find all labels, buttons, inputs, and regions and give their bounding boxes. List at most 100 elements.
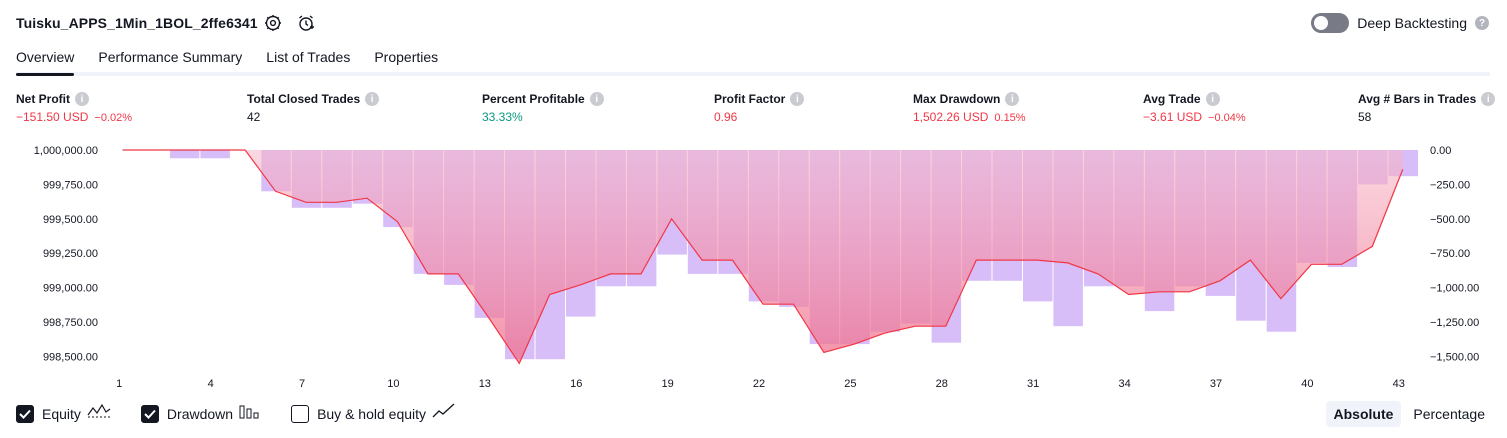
x-axis-tick: 25 [844, 378, 856, 390]
stat-percent-profitable: Percent Profitable i 33.33% [482, 92, 604, 124]
alarm-clock-icon[interactable] [295, 12, 317, 34]
legend-label: Equity [42, 405, 81, 422]
right-axis-tick: −1,000.00 [1430, 283, 1479, 295]
legend-buy-hold-equity[interactable]: Buy & hold equity [291, 403, 456, 424]
x-axis-tick: 28 [936, 378, 948, 390]
buy-hold-checkbox[interactable] [291, 404, 310, 423]
legend-equity[interactable]: Equity [16, 403, 111, 424]
drawdown-checkbox[interactable] [140, 404, 159, 423]
info-icon[interactable]: i [1205, 92, 1220, 106]
right-axis-tick: −500.00 [1430, 214, 1470, 226]
stat-percent: −0.02% [94, 112, 133, 124]
stat-label: Max Drawdown [913, 92, 1001, 106]
legend-label: Buy & hold equity [317, 405, 427, 422]
left-axis-tick: 1,000,000.00 [34, 145, 98, 157]
x-axis-tick: 1 [116, 378, 122, 390]
stat-value: 1,502.26 USD [913, 110, 989, 124]
stat-label: Percent Profitable [482, 92, 585, 106]
gear-icon[interactable] [262, 12, 284, 34]
stat-label: Net Profit [16, 92, 70, 106]
stat-value: 0.96 [714, 110, 738, 124]
bar-chart-icon [239, 403, 261, 424]
tab-properties[interactable]: Properties [374, 49, 439, 65]
chart-legend: Equity Drawdown Buy & hold equity [16, 403, 486, 424]
left-axis-tick: 999,500.00 [43, 214, 98, 226]
x-axis-tick: 22 [753, 378, 765, 390]
summary-stats: Net Profit i −151.50 USD −0.02% Total Clos… [0, 92, 1507, 132]
report-header: Tuisku_APPS_1Min_1BOL_2ffe6341 Deep Back… [0, 0, 1507, 46]
info-icon[interactable]: i [1005, 92, 1020, 106]
toggle-knob [1314, 16, 1329, 30]
tab-overview[interactable]: Overview [16, 46, 75, 76]
stat-label: Avg Trade [1143, 92, 1201, 106]
equity-line [123, 149, 1404, 365]
info-icon[interactable]: i [75, 92, 89, 106]
x-axis-tick: 43 [1393, 378, 1405, 390]
legend-drawdown[interactable]: Drawdown [140, 403, 261, 424]
stat-label: Total Closed Trades [247, 92, 361, 106]
right-axis-tick: −750.00 [1430, 248, 1470, 260]
deep-backtesting-toggle[interactable] [1311, 13, 1350, 33]
x-axis-tick: 37 [1210, 378, 1222, 390]
stat-profit-factor: Profit Factor i 0.96 [714, 92, 805, 124]
right-axis-tick: −250.00 [1430, 179, 1470, 191]
stat-avg-bars-in-trades: Avg # Bars in Trades i 58 [1358, 92, 1496, 124]
equity-checkbox[interactable] [16, 404, 34, 423]
x-axis: 1 4 7 10 13 16 19 22 25 28 31 34 37 40 43 [116, 378, 1405, 390]
left-axis-tick: 999,000.00 [43, 283, 98, 295]
x-axis-tick: 10 [387, 378, 399, 390]
trend-line-icon [432, 403, 456, 424]
stat-max-drawdown: Max Drawdown i 1,502.26 USD 0.15% [913, 92, 1026, 124]
left-axis-tick: 999,750.00 [43, 179, 98, 191]
equity-drawdown-chart[interactable]: 1,000,000.00 999,750.00 999,500.00 999,250.… [0, 138, 1507, 390]
right-axis: 0.00 −250.00 −500.00 −750.00 −1,000.00 −1,250… [1430, 145, 1479, 363]
equity-area [123, 150, 1403, 364]
report-tabs: Overview Performance Summary List of Tra… [16, 46, 438, 76]
right-axis-tick: −1,250.00 [1430, 317, 1479, 329]
stat-total-closed-trades: Total Closed Trades i 42 [247, 92, 380, 124]
stat-percent: −0.04% [1208, 112, 1246, 124]
absolute-button[interactable]: Absolute [1325, 401, 1402, 427]
right-axis-tick: 0.00 [1430, 145, 1451, 157]
info-icon[interactable]: i [790, 92, 805, 106]
stat-value: 33.33% [482, 110, 523, 124]
tab-performance-summary[interactable]: Performance Summary [98, 49, 243, 65]
percentage-button[interactable]: Percentage [1413, 406, 1485, 422]
stat-label: Profit Factor [714, 92, 786, 106]
drawdown-bar [169, 150, 200, 159]
x-axis-tick: 16 [570, 378, 582, 390]
left-axis: 1,000,000.00 999,750.00 999,500.00 999,250.… [34, 145, 98, 363]
tab-list-of-trades[interactable]: List of Trades [266, 49, 351, 65]
stat-value: 58 [1358, 110, 1372, 124]
drawdown-bar [200, 150, 230, 159]
stat-value: 42 [247, 110, 261, 124]
stat-net-profit: Net Profit i −151.50 USD −0.02% [16, 92, 132, 124]
help-icon[interactable]: ? [1475, 16, 1489, 30]
stat-label: Avg # Bars in Trades [1358, 92, 1477, 106]
stat-value: −3.61 USD [1143, 110, 1203, 124]
x-axis-tick: 19 [661, 378, 673, 390]
info-icon[interactable]: i [365, 92, 380, 106]
tabs-divider [16, 72, 1490, 76]
x-axis-tick: 13 [479, 378, 491, 390]
left-axis-tick: 999,250.00 [43, 248, 98, 260]
stat-value: −151.50 USD [16, 110, 89, 124]
left-axis-tick: 998,500.00 [43, 351, 98, 363]
x-axis-tick: 34 [1118, 378, 1130, 390]
x-axis-tick: 7 [299, 378, 305, 390]
x-axis-tick: 4 [208, 378, 214, 390]
x-axis-tick: 40 [1301, 378, 1313, 390]
info-icon[interactable]: i [1481, 92, 1496, 106]
x-axis-tick: 31 [1027, 378, 1039, 390]
legend-label: Drawdown [166, 405, 234, 422]
scale-mode-switch: Absolute Percentage [1325, 401, 1494, 427]
deep-backtesting-control: Deep Backtesting ? [1311, 13, 1489, 33]
strategy-name: Tuisku_APPS_1Min_1BOL_2ffe6341 [16, 15, 258, 31]
deep-backtesting-label: Deep Backtesting [1357, 15, 1467, 31]
right-axis-tick: −1,500.00 [1430, 351, 1479, 363]
left-axis-tick: 998,750.00 [43, 317, 98, 329]
info-icon[interactable]: i [589, 92, 604, 106]
stat-percent: 0.15% [994, 112, 1026, 124]
stat-avg-trade: Avg Trade i −3.61 USD −0.04% [1143, 92, 1246, 124]
equity-wave-icon [87, 403, 111, 424]
